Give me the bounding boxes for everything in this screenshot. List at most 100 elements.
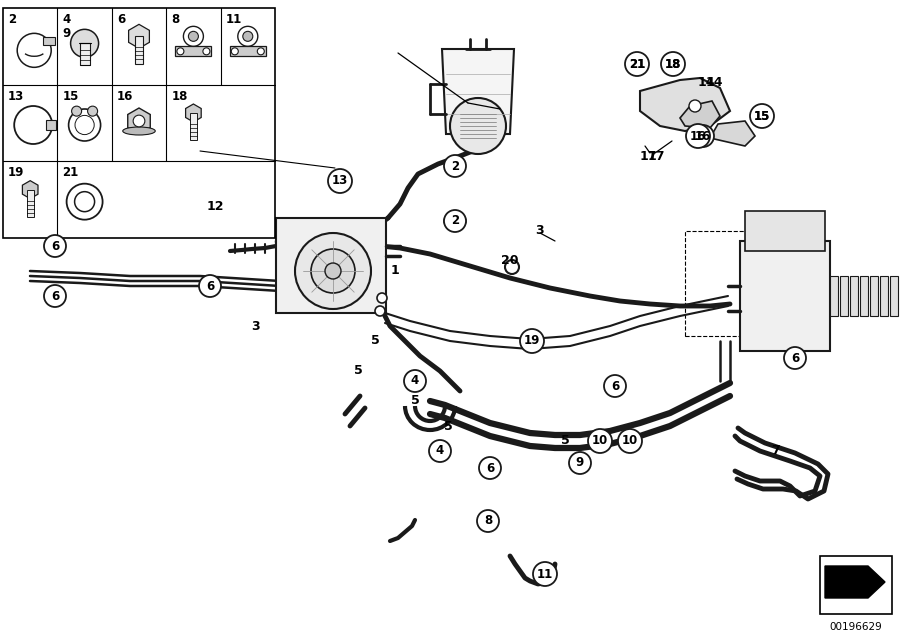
Text: 6: 6 (51, 240, 59, 252)
Circle shape (133, 115, 145, 127)
Text: 19: 19 (524, 335, 540, 347)
Circle shape (202, 48, 210, 55)
Circle shape (604, 375, 626, 397)
Circle shape (750, 104, 774, 128)
Circle shape (444, 210, 466, 232)
Text: 15: 15 (754, 109, 770, 123)
Text: 5: 5 (410, 394, 419, 408)
Bar (860, 276, 868, 316)
Circle shape (479, 457, 501, 479)
Text: 11: 11 (537, 567, 554, 581)
Polygon shape (22, 181, 38, 198)
Circle shape (505, 260, 519, 274)
Circle shape (44, 285, 66, 307)
Text: 4: 4 (411, 375, 419, 387)
Text: 10: 10 (592, 434, 608, 448)
Circle shape (75, 191, 94, 212)
Circle shape (231, 48, 239, 55)
Text: 18: 18 (665, 57, 681, 71)
Text: 13: 13 (332, 174, 348, 188)
Text: 2: 2 (451, 160, 459, 172)
Text: 2: 2 (451, 214, 459, 228)
Text: 6: 6 (486, 462, 494, 474)
Circle shape (188, 31, 198, 41)
Ellipse shape (122, 127, 155, 135)
Bar (190, 113, 197, 140)
Text: 18: 18 (665, 57, 681, 71)
Circle shape (377, 293, 387, 303)
Circle shape (87, 106, 97, 116)
Bar (43, 38, 55, 45)
Text: 5: 5 (354, 364, 363, 378)
Text: 20: 20 (501, 254, 518, 268)
Text: 15: 15 (754, 109, 770, 123)
Circle shape (618, 429, 642, 453)
Circle shape (661, 52, 685, 76)
Circle shape (444, 155, 466, 177)
Circle shape (325, 263, 341, 279)
Circle shape (450, 98, 506, 154)
Text: 16: 16 (689, 130, 706, 142)
Text: 14: 14 (698, 76, 715, 90)
Circle shape (520, 329, 544, 353)
Bar (27, 190, 33, 217)
Circle shape (199, 275, 221, 297)
Polygon shape (129, 24, 149, 48)
Circle shape (569, 452, 591, 474)
Bar (745, 211, 825, 251)
Text: 9: 9 (62, 27, 70, 40)
Circle shape (328, 169, 352, 193)
Text: 4: 4 (62, 13, 70, 26)
Text: 4: 4 (436, 445, 444, 457)
Text: 13: 13 (8, 90, 24, 102)
Bar (880, 276, 888, 316)
Text: 5: 5 (371, 335, 380, 347)
Text: 6: 6 (117, 13, 125, 26)
Circle shape (177, 48, 184, 55)
Text: 17: 17 (648, 149, 665, 163)
Bar (840, 276, 848, 316)
Text: 19: 19 (8, 167, 24, 179)
Bar (830, 276, 838, 316)
Circle shape (751, 105, 773, 127)
Circle shape (429, 440, 451, 462)
Bar (46, 120, 56, 130)
Text: 6: 6 (206, 279, 214, 293)
Circle shape (686, 124, 710, 148)
Text: 5: 5 (561, 434, 570, 448)
Polygon shape (128, 108, 150, 134)
Bar (230, 46, 266, 57)
Bar (3, 8, 275, 238)
Text: 1: 1 (391, 265, 400, 277)
Bar (176, 46, 211, 57)
Bar (870, 276, 878, 316)
Text: 6: 6 (51, 289, 59, 303)
Text: 12: 12 (206, 200, 224, 212)
Circle shape (72, 106, 82, 116)
Text: 8: 8 (484, 515, 492, 527)
Text: 10: 10 (622, 434, 638, 448)
Bar (79, 43, 90, 66)
Circle shape (375, 306, 385, 316)
Bar (135, 36, 143, 64)
Text: 9: 9 (576, 457, 584, 469)
Polygon shape (710, 121, 755, 146)
Circle shape (257, 48, 265, 55)
Bar (820, 556, 892, 614)
Circle shape (67, 184, 103, 219)
Bar (276, 218, 386, 313)
Circle shape (477, 510, 499, 532)
Circle shape (692, 125, 714, 147)
Text: 7: 7 (771, 445, 780, 457)
Text: 6: 6 (791, 352, 799, 364)
Text: 21: 21 (629, 57, 645, 71)
Text: 2: 2 (8, 13, 16, 26)
Bar (740, 241, 830, 351)
Circle shape (689, 100, 701, 112)
Text: 17: 17 (639, 149, 657, 163)
Text: 00196629: 00196629 (830, 622, 882, 632)
Polygon shape (185, 104, 202, 122)
Circle shape (533, 562, 557, 586)
Text: 3: 3 (536, 225, 544, 237)
Text: 16: 16 (695, 130, 711, 142)
